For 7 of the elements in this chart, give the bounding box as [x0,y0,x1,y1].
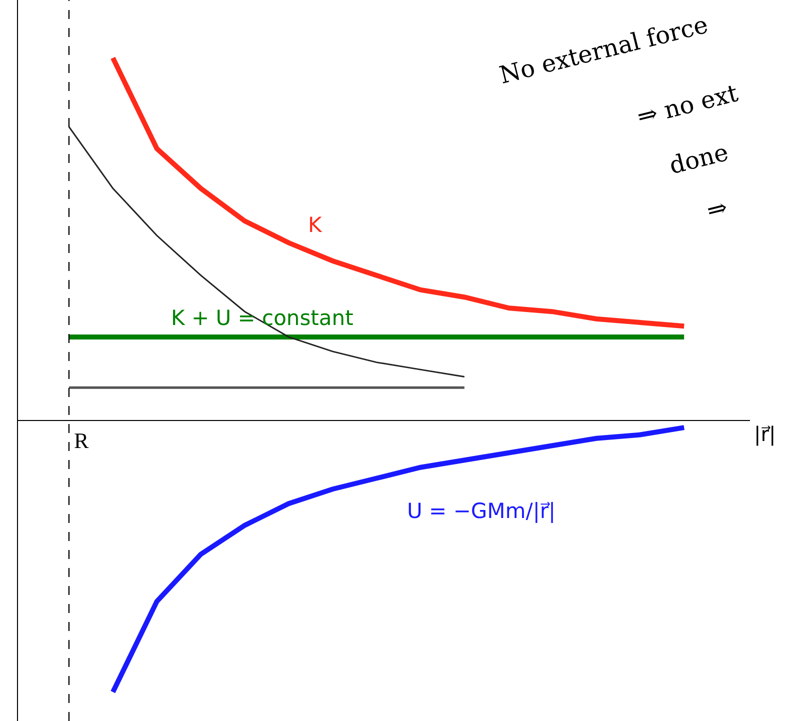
annotation: done [666,138,732,180]
series-label: U = −GMm/|r⃗| [407,499,556,523]
series-label: K + U = constant [171,306,354,330]
annotation: R [74,428,89,453]
x-axis-title: |r⃗| [754,422,776,446]
series-label: K [308,213,323,237]
annotation: ⇒ [704,192,730,226]
